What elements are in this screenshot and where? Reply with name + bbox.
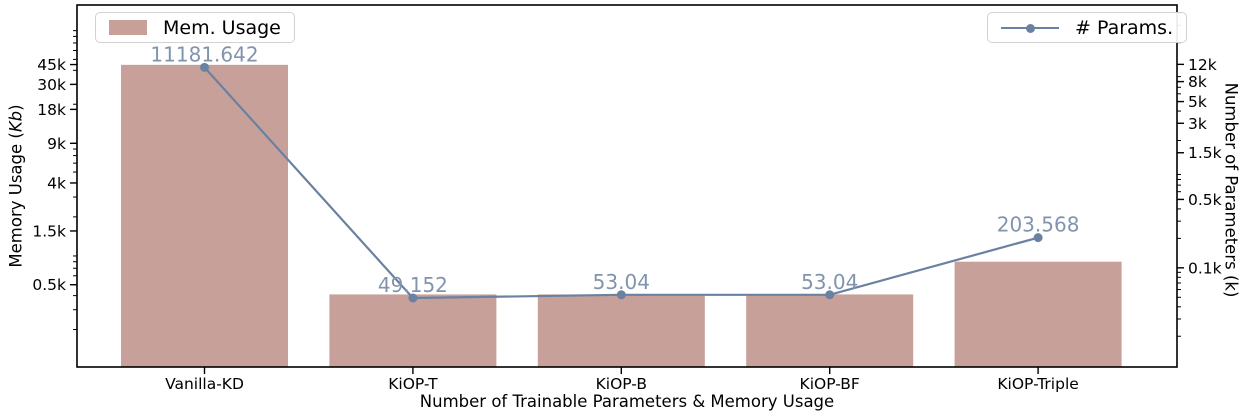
left-axis-tick-label: 9k <box>47 135 66 153</box>
left-axis-tick-label: 1.5k <box>32 222 66 240</box>
left-y-axis-title-close: ) <box>6 104 26 111</box>
mem-usage-bar-kiop-t <box>329 294 497 367</box>
plot-border <box>76 4 1178 368</box>
left-axis-tick-label: 45k <box>37 56 66 74</box>
left-axis-tick-label: 18k <box>37 101 66 119</box>
x-axis-tick-label-kiop-t: KiOP-T <box>388 375 438 393</box>
params-value-label: 49.152 <box>378 273 448 297</box>
x-axis-tick-label-vanilla-kd: Vanilla-KD <box>165 375 244 393</box>
params-point-kiop-b <box>616 290 626 300</box>
x-axis-tick-label-kiop-triple: KiOP-Triple <box>997 375 1078 393</box>
right-axis-tick-label: 5k <box>1188 93 1207 111</box>
left-y-axis-title-text: Memory Usage ( <box>6 132 26 268</box>
legend-params-label: # Params. <box>1075 16 1174 39</box>
mem-usage-bar-kiop-triple <box>954 261 1122 367</box>
params-value-label: 53.04 <box>801 270 858 294</box>
params-point-kiop-bf <box>825 290 835 300</box>
left-y-axis-title-unit: Kb <box>6 110 26 133</box>
params-value-label: 203.568 <box>997 213 1080 237</box>
params-point-vanilla-kd <box>200 62 209 72</box>
left-axis-tick-label: 0.5k <box>32 276 66 294</box>
right-axis-tick-label: 0.1k <box>1188 259 1222 277</box>
mem-usage-bar-kiop-bf <box>746 294 914 367</box>
right-axis-tick-label: 1.5k <box>1188 144 1222 162</box>
params-point-kiop-triple <box>1033 233 1043 243</box>
params-line-marker-icon <box>1026 23 1035 33</box>
mem-usage-swatch-icon <box>109 20 147 35</box>
mem-usage-bar-kiop-b <box>537 294 705 367</box>
x-axis-title: Number of Trainable Parameters & Memory … <box>419 392 835 411</box>
right-axis-tick-label: 12k <box>1188 56 1217 74</box>
mem-usage-bar-vanilla-kd <box>121 64 288 368</box>
params-line <box>203 66 1039 300</box>
params-line-icon <box>1001 20 1059 36</box>
params-point-kiop-t <box>408 293 418 303</box>
x-axis-tick-label-kiop-b: KiOP-B <box>596 375 647 393</box>
left-y-axis-title: Memory Usage (Kb) <box>7 104 26 267</box>
params-value-label: 53.04 <box>593 270 650 294</box>
params-value-label: 11181.642 <box>150 42 258 66</box>
right-y-axis-title: Number of Parameters (k) <box>1221 82 1241 298</box>
legend-mem-usage-label: Mem. Usage <box>163 16 281 39</box>
legend-mem-usage: Mem. Usage <box>95 12 295 43</box>
legend-params: # Params. <box>987 12 1188 43</box>
right-axis-tick-label: 3k <box>1188 115 1207 133</box>
right-axis-tick-label: 0.5k <box>1188 191 1222 209</box>
left-axis-tick-label: 30k <box>37 76 66 94</box>
left-axis-tick-label: 4k <box>47 174 66 192</box>
x-axis-tick-label-kiop-bf: KiOP-BF <box>800 375 860 393</box>
right-axis-tick-label: 8k <box>1188 73 1207 91</box>
